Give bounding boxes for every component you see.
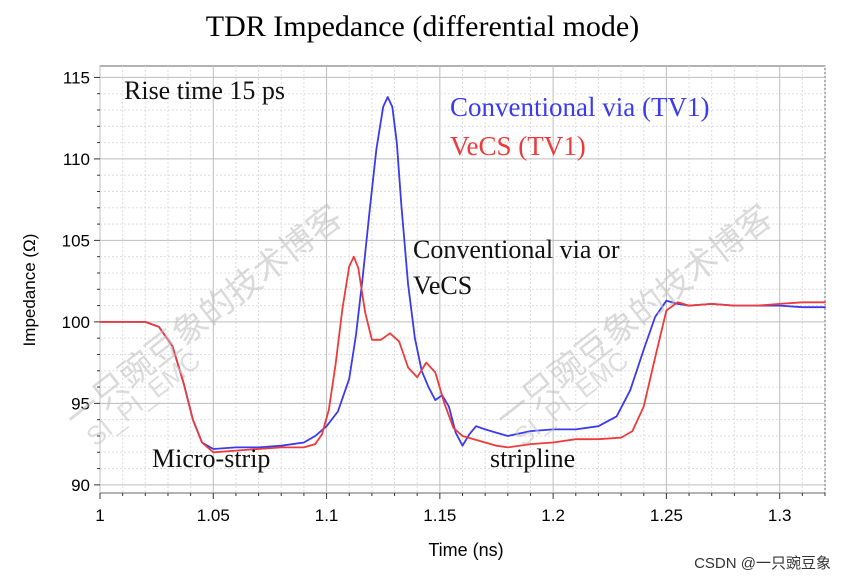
- annotation-micro-strip: Micro-strip: [152, 444, 271, 473]
- chart-title: TDR Impedance (differential mode): [205, 10, 640, 43]
- legend-vecs: VeCS (TV1): [450, 131, 586, 161]
- annotation-vecs: VeCS: [413, 271, 473, 300]
- y-tick-label: 105: [62, 231, 90, 250]
- x-tick-label: 1.3: [768, 506, 792, 525]
- y-tick-label: 90: [71, 476, 90, 495]
- credit-text: CSDN @一只豌豆象: [694, 555, 831, 572]
- annotation-rise-time: Rise time 15 ps: [124, 76, 286, 105]
- x-tick-label: 1: [95, 506, 104, 525]
- axis-ticks: 1 1.05 1.1 1.15 1.2 1.25 1.3 90 95 100 105 110 115: [62, 68, 826, 525]
- annotation-stripline: stripline: [490, 444, 576, 473]
- x-tick-label: 1.1: [315, 506, 339, 525]
- x-axis-label: Time (ns): [428, 540, 504, 560]
- y-tick-label: 100: [62, 313, 90, 332]
- x-tick-label: 1.25: [650, 506, 683, 525]
- series-line-vecs: [99, 255, 826, 454]
- y-tick-label: 110: [63, 150, 90, 169]
- series-line-conventional-via: [99, 96, 826, 450]
- y-tick-label: 95: [71, 394, 90, 413]
- legend-conventional-via: Conventional via (TV1): [450, 92, 710, 122]
- series-lines: [99, 96, 826, 454]
- annotation-conventional-or: Conventional via or: [413, 235, 620, 264]
- x-tick-label: 1.2: [541, 506, 565, 525]
- grid: [99, 66, 826, 493]
- x-tick-label: 1.05: [197, 506, 230, 525]
- x-tick-label: 1.15: [423, 506, 456, 525]
- y-axis-label: Impedance (Ω): [20, 233, 39, 347]
- y-tick-label: 115: [63, 68, 90, 87]
